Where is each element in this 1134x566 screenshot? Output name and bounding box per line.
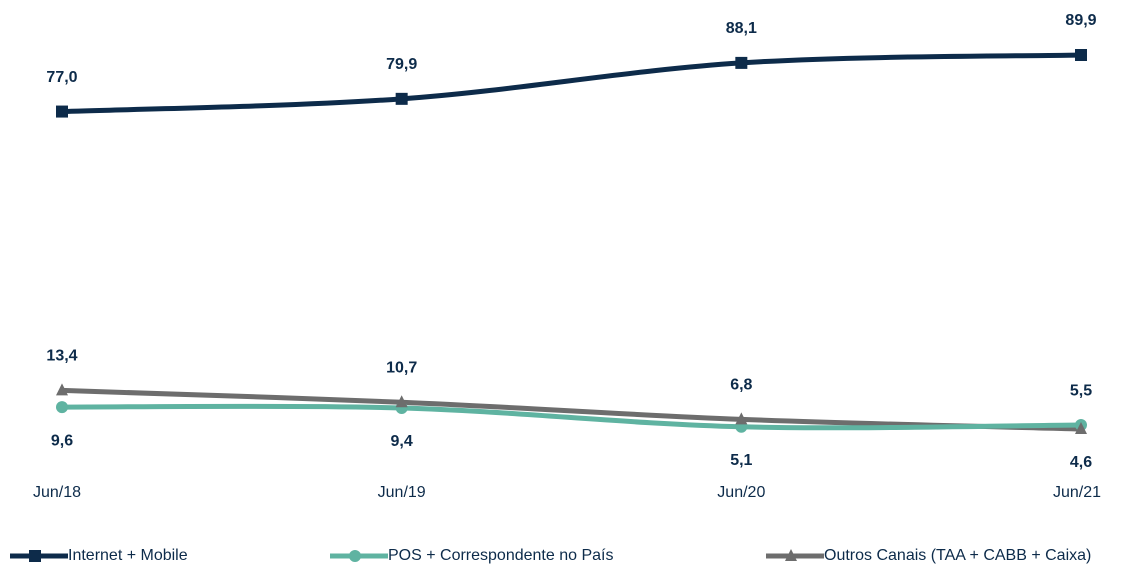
series-line <box>61 52 1082 115</box>
data-label: 89,9 <box>1065 12 1096 29</box>
data-label: 5,1 <box>730 452 752 469</box>
data-label: 13,4 <box>46 348 77 365</box>
data-label: 10,7 <box>386 359 417 376</box>
series-line <box>61 403 1082 431</box>
legend-marker <box>29 550 41 562</box>
data-point <box>395 92 408 105</box>
data-label: 5,5 <box>1070 382 1092 399</box>
legend-label: POS + Correspondente no País <box>388 547 613 564</box>
x-tick-label: Jun/21 <box>1053 484 1101 501</box>
data-label: 77,0 <box>46 69 77 86</box>
legend-label: Internet + Mobile <box>68 547 188 564</box>
data-label: 6,8 <box>730 377 752 394</box>
data-label: 9,6 <box>51 432 73 449</box>
data-point <box>735 412 748 425</box>
x-tick-label: Jun/20 <box>717 484 765 501</box>
x-tick-label: Jun/19 <box>378 484 426 501</box>
data-point <box>735 56 748 69</box>
legend-marker <box>785 549 797 561</box>
data-label: 4,6 <box>1070 454 1092 471</box>
data-label: 79,9 <box>386 56 417 73</box>
legend-marker <box>349 550 361 562</box>
data-point <box>1075 422 1087 434</box>
data-label: 9,4 <box>391 433 413 450</box>
data-point <box>395 395 408 408</box>
data-point <box>56 401 68 414</box>
x-tick-label: Jun/18 <box>33 484 81 501</box>
data-label: 88,1 <box>726 20 757 37</box>
series-line <box>61 387 1082 432</box>
data-point <box>1075 49 1087 61</box>
data-point <box>56 105 68 118</box>
data-point <box>56 383 68 396</box>
legend-label: Outros Canais (TAA + CABB + Caixa) <box>824 547 1091 564</box>
